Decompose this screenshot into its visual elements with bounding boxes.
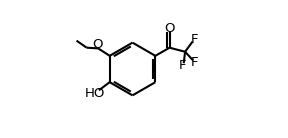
Text: F: F xyxy=(190,34,198,47)
Text: F: F xyxy=(178,59,186,72)
Text: HO: HO xyxy=(85,87,105,100)
Text: O: O xyxy=(164,22,175,35)
Text: F: F xyxy=(191,56,199,69)
Text: O: O xyxy=(92,38,103,51)
